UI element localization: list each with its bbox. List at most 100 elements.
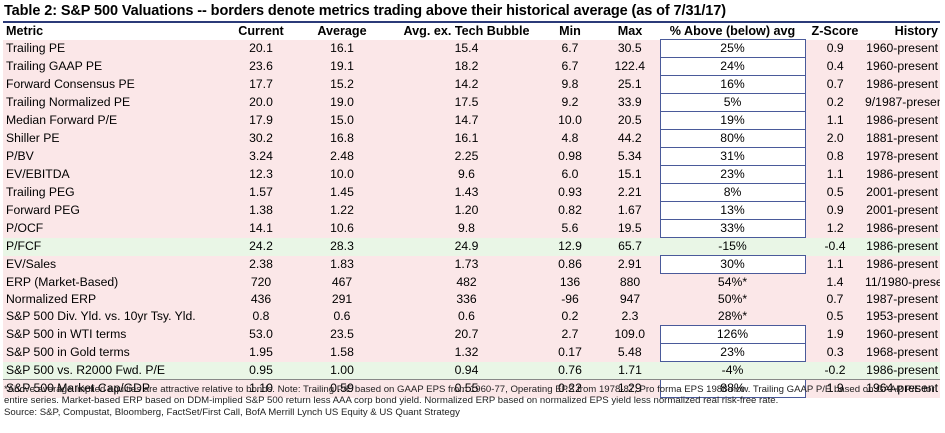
cell-current: 436 <box>231 291 291 308</box>
cell-current: 0.95 <box>231 361 291 380</box>
cell-history: 1986-present <box>865 219 940 238</box>
cell-avg-ex-tech: 1.43 <box>393 183 540 202</box>
table-row: Forward Consensus PE 17.7 15.2 14.2 9.8 25.1 1… <box>3 75 940 94</box>
cell-average: 467 <box>291 273 393 291</box>
cell-pct-above: 30% <box>659 255 806 274</box>
col-header-history: History <box>894 24 938 39</box>
col-header-z-score: Z-Score <box>811 24 859 39</box>
cell-min: 9.8 <box>540 75 600 94</box>
cell-max: 109.0 <box>600 325 660 344</box>
table-row: P/FCF 24.2 28.3 24.9 12.9 65.7 -15% -0.4 1986-pr… <box>3 237 940 256</box>
cell-min: 12.9 <box>540 237 600 256</box>
cell-avg-ex-tech: 24.9 <box>393 237 540 256</box>
cell-current: 720 <box>231 273 291 291</box>
cell-min: 10.0 <box>540 111 600 130</box>
cell-min: 6.0 <box>540 165 600 184</box>
cell-min: 4.8 <box>540 129 600 148</box>
cell-max: 19.5 <box>600 219 660 238</box>
col-header-avg-ex-tech: Avg. ex. Tech Bubble <box>403 24 530 39</box>
valuations-table: Metric Current Average Avg. ex. Tech Bub… <box>3 23 940 398</box>
cell-pct-above: 28%* <box>660 308 805 326</box>
cell-average: 28.3 <box>291 237 393 256</box>
cell-min: 9.2 <box>540 93 600 112</box>
cell-average: 10.6 <box>291 219 393 238</box>
cell-min: 6.7 <box>540 57 600 76</box>
cell-avg-ex-tech: 16.1 <box>393 129 540 148</box>
cell-pct-above: 80% <box>659 129 806 148</box>
cell-avg-ex-tech: 336 <box>393 291 540 308</box>
cell-average: 16.8 <box>291 129 393 148</box>
cell-current: 3.24 <box>231 147 291 166</box>
cell-pct-above: -4% <box>660 361 805 380</box>
cell-average: 1.83 <box>291 255 393 274</box>
table-row: Trailing Normalized PE 20.0 19.0 17.5 9.2 33.… <box>3 93 940 112</box>
cell-history: 1960-present <box>865 325 940 344</box>
footnote-block: *Above average implied equities are attr… <box>4 384 940 418</box>
cell-average: 0.6 <box>291 308 393 326</box>
cell-average: 0.59 <box>291 379 393 398</box>
cell-avg-ex-tech: 2.25 <box>393 147 540 166</box>
cell-avg-ex-tech: 15.4 <box>393 39 540 58</box>
col-header-max: Max <box>617 24 643 39</box>
cell-max: 2.3 <box>600 308 660 326</box>
cell-min: 0.98 <box>540 147 600 166</box>
cell-min: 0.86 <box>540 255 600 274</box>
cell-average: 1.22 <box>291 201 393 220</box>
footnote-text: *Above average implied equities are attr… <box>4 384 935 407</box>
cell-avg-ex-tech: 14.7 <box>393 111 540 130</box>
cell-current: 17.9 <box>231 111 291 130</box>
cell-history: 1987-present <box>865 291 940 308</box>
cell-current: 20.0 <box>231 93 291 112</box>
cell-metric: Trailing GAAP PE <box>3 57 231 76</box>
cell-avg-ex-tech: 1.20 <box>393 201 540 220</box>
table-row: P/OCF 14.1 10.6 9.8 5.6 19.5 33% 1.2 1986-presen… <box>3 219 940 238</box>
cell-avg-ex-tech: 20.7 <box>393 325 540 344</box>
cell-z-score: 0.4 <box>805 57 865 76</box>
cell-current: 14.1 <box>231 219 291 238</box>
table-row: Shiller PE 30.2 16.8 16.1 4.8 44.2 80% 2.0 1881-… <box>3 129 940 148</box>
cell-z-score: 1.1 <box>805 111 865 130</box>
cell-metric: P/FCF <box>3 237 231 256</box>
cell-average: 1.00 <box>291 361 393 380</box>
cell-average: 1.45 <box>291 183 393 202</box>
cell-z-score: 0.5 <box>805 183 865 202</box>
cell-current: 1.38 <box>231 201 291 220</box>
cell-min: 2.7 <box>540 325 600 344</box>
cell-max: 33.9 <box>600 93 660 112</box>
cell-max: 947 <box>600 291 660 308</box>
cell-max: 880 <box>600 273 660 291</box>
table-row: S&P 500 in Gold terms 1.95 1.58 1.32 0.17 5.4… <box>3 343 940 362</box>
cell-z-score: 1.1 <box>805 255 865 274</box>
cell-history: 1881-present <box>865 129 940 148</box>
cell-max: 1.71 <box>600 361 660 380</box>
cell-average: 19.1 <box>291 57 393 76</box>
cell-history: 2001-present <box>865 183 940 202</box>
cell-min: 136 <box>540 273 600 291</box>
cell-z-score: 0.9 <box>805 201 865 220</box>
cell-metric: S&P 500 in Gold terms <box>3 343 231 362</box>
cell-pct-above: 23% <box>659 165 806 184</box>
cell-current: 0.8 <box>231 308 291 326</box>
cell-max: 1.67 <box>600 201 660 220</box>
cell-metric: S&P 500 in WTI terms <box>3 325 231 344</box>
cell-avg-ex-tech: 482 <box>393 273 540 291</box>
cell-history: 1986-present <box>865 111 940 130</box>
cell-max: 122.4 <box>600 57 660 76</box>
cell-average: 23.5 <box>291 325 393 344</box>
cell-avg-ex-tech: 0.94 <box>393 361 540 380</box>
cell-current: 1.10 <box>231 379 291 398</box>
cell-max: 1.29 <box>600 379 660 398</box>
cell-average: 10.0 <box>291 165 393 184</box>
cell-average: 15.2 <box>291 75 393 94</box>
table-row: ERP (Market-Based) 720 467 482 136 880 54%* 1.4… <box>3 273 940 291</box>
cell-min: -96 <box>540 291 600 308</box>
title-divider <box>3 21 940 23</box>
cell-current: 24.2 <box>231 237 291 256</box>
cell-avg-ex-tech: 0.55 <box>393 379 540 398</box>
cell-avg-ex-tech: 1.32 <box>393 343 540 362</box>
table-row: S&P 500 vs. R2000 Fwd. P/E 0.95 1.00 0.94 0.… <box>3 361 940 380</box>
cell-history: 1968-present <box>865 343 940 362</box>
cell-min: 0.17 <box>540 343 600 362</box>
cell-max: 15.1 <box>600 165 660 184</box>
cell-history: 9/1987-present <box>865 93 940 112</box>
